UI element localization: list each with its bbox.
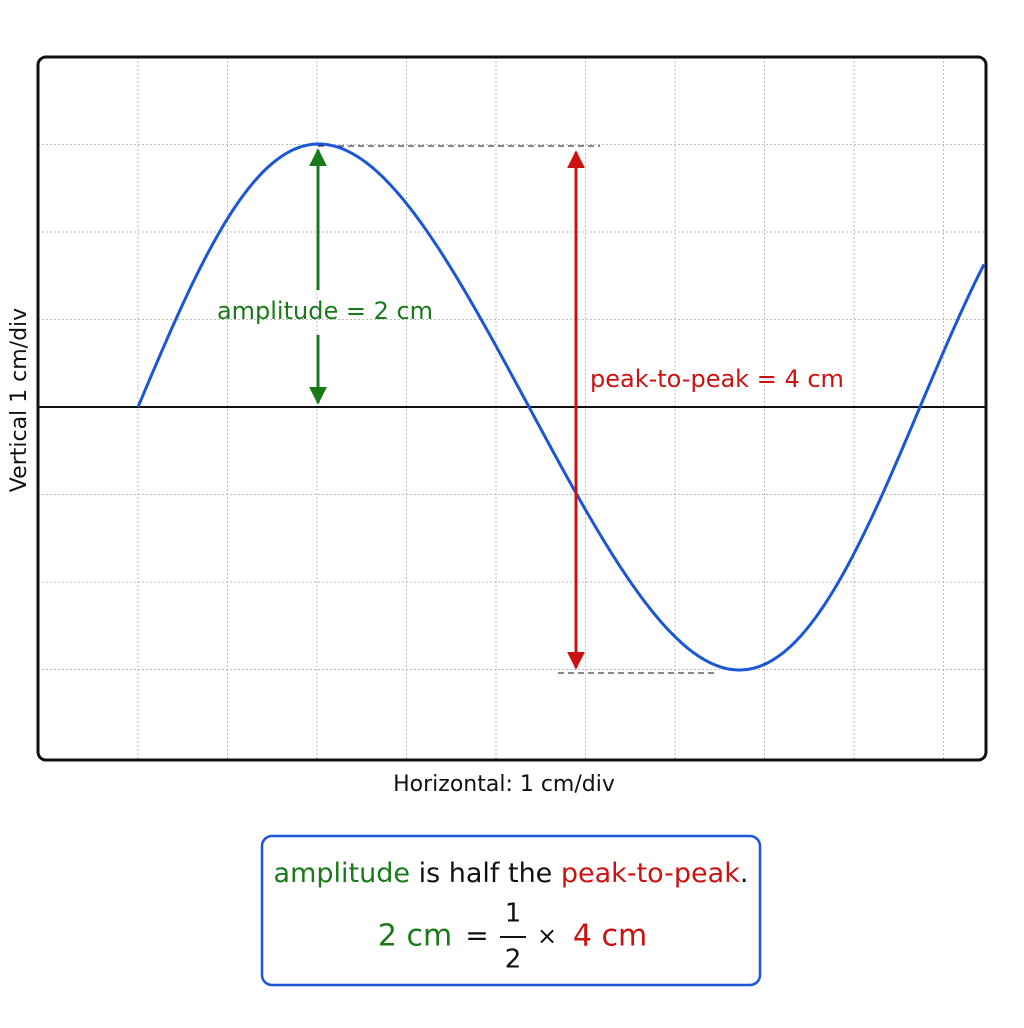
screen-frame (36, 55, 988, 762)
amplitude-label: amplitude = 2 cm (217, 297, 433, 325)
note-end: . (740, 858, 749, 889)
note-line: amplitude is half the peak-to-peak. (274, 858, 749, 889)
term-amplitude: amplitude (274, 858, 410, 889)
grid (38, 57, 986, 760)
eq-equals: = (465, 919, 488, 952)
eq-left: 2 cm (378, 919, 452, 954)
eq-denominator: 2 (505, 945, 522, 975)
term-peak-to-peak: peak-to-peak (561, 858, 740, 889)
eq-times: × (537, 922, 557, 950)
note-middle: is half the (419, 858, 553, 889)
peak-to-peak-label: peak-to-peak = 4 cm (590, 365, 844, 393)
y-axis-label: Vertical 1 cm/div (7, 308, 32, 492)
sine-wave (136, 142, 986, 672)
eq-right: 4 cm (573, 919, 647, 954)
eq-numerator: 1 (505, 899, 522, 929)
x-axis-label: Horizontal: 1 cm/div (393, 772, 615, 797)
note-box (260, 834, 762, 987)
